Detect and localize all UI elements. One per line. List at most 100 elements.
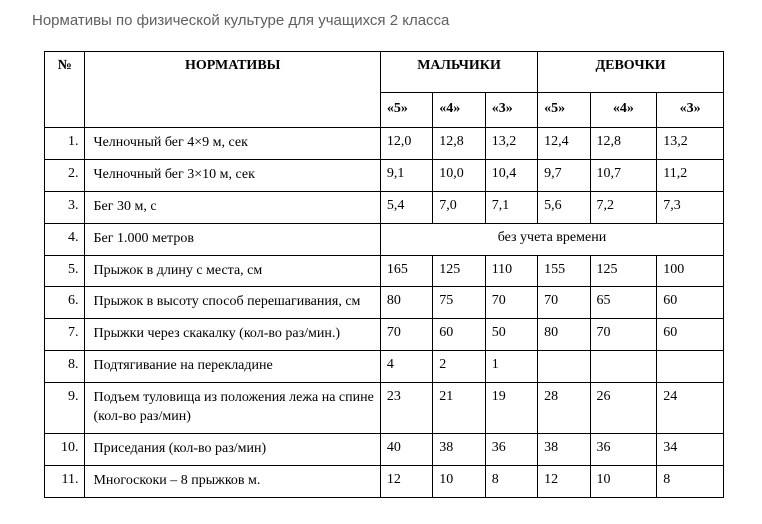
row-number: 6. (45, 287, 85, 319)
header-boys: МАЛЬЧИКИ (380, 52, 537, 93)
header-girls-5: «5» (538, 93, 590, 128)
cell-b5: 4 (380, 351, 432, 383)
cell-b4: 60 (433, 319, 485, 351)
row-number: 7. (45, 319, 85, 351)
cell-g4: 70 (590, 319, 657, 351)
cell-b5: 70 (380, 319, 432, 351)
row-name: Подъем туловища из положения лежа на спи… (85, 383, 380, 434)
table-row: 11.Многоскоки – 8 прыжков м.1210812108 (45, 465, 724, 497)
cell-g3: 8 (657, 465, 724, 497)
table-row: 7.Прыжки через скакалку (кол-во раз/мин.… (45, 319, 724, 351)
header-girls: ДЕВОЧКИ (538, 52, 724, 93)
standards-table: № НОРМАТИВЫ МАЛЬЧИКИ ДЕВОЧКИ «5» «4» «3»… (44, 51, 724, 498)
row-number: 4. (45, 223, 85, 255)
row-name: Прыжок в высоту способ перешагивания, см (85, 287, 380, 319)
cell-g3: 11,2 (657, 159, 724, 191)
cell-g3: 7,3 (657, 191, 724, 223)
cell-g3: 24 (657, 383, 724, 434)
cell-b4: 10 (433, 465, 485, 497)
header-boys-4: «4» (433, 93, 485, 128)
cell-g5: 28 (538, 383, 590, 434)
header-girls-3: «3» (657, 93, 724, 128)
row-name: Многоскоки – 8 прыжков м. (85, 465, 380, 497)
cell-b3: 70 (485, 287, 537, 319)
cell-b5: 40 (380, 433, 432, 465)
cell-g4: 10,7 (590, 159, 657, 191)
table-row: 4.Бег 1.000 метровбез учета времени (45, 223, 724, 255)
row-number: 3. (45, 191, 85, 223)
table-row: 8.Подтягивание на перекладине421 (45, 351, 724, 383)
row-name: Прыжок в длину с места, см (85, 255, 380, 287)
cell-b4: 21 (433, 383, 485, 434)
row-number: 9. (45, 383, 85, 434)
cell-g5: 38 (538, 433, 590, 465)
page-title: Нормативы по физической культуре для уча… (32, 12, 732, 29)
header-boys-3: «3» (485, 93, 537, 128)
cell-b3: 13,2 (485, 128, 537, 160)
row-name: Прыжки через скакалку (кол-во раз/мин.) (85, 319, 380, 351)
cell-g3: 13,2 (657, 128, 724, 160)
cell-g3 (657, 351, 724, 383)
row-span-note: без учета времени (380, 223, 723, 255)
cell-g4: 125 (590, 255, 657, 287)
table-row: 3.Бег 30 м, с5,47,07,15,67,27,3 (45, 191, 724, 223)
cell-b4: 7,0 (433, 191, 485, 223)
cell-g5 (538, 351, 590, 383)
table-row: 2.Челночный бег 3×10 м, сек9,110,010,49,… (45, 159, 724, 191)
cell-g5: 9,7 (538, 159, 590, 191)
header-girls-4: «4» (590, 93, 657, 128)
cell-g4: 10 (590, 465, 657, 497)
cell-g3: 60 (657, 287, 724, 319)
cell-b4: 38 (433, 433, 485, 465)
cell-g4: 7,2 (590, 191, 657, 223)
cell-g5: 70 (538, 287, 590, 319)
cell-b4: 125 (433, 255, 485, 287)
cell-b5: 9,1 (380, 159, 432, 191)
cell-b3: 19 (485, 383, 537, 434)
table-row: 6.Прыжок в высоту способ перешагивания, … (45, 287, 724, 319)
header-boys-5: «5» (380, 93, 432, 128)
cell-b4: 75 (433, 287, 485, 319)
row-name: Челночный бег 3×10 м, сек (85, 159, 380, 191)
cell-g4: 12,8 (590, 128, 657, 160)
cell-b3: 8 (485, 465, 537, 497)
cell-b5: 12,0 (380, 128, 432, 160)
table-header-row-1: № НОРМАТИВЫ МАЛЬЧИКИ ДЕВОЧКИ (45, 52, 724, 93)
table-body: 1.Челночный бег 4×9 м, сек12,012,813,212… (45, 128, 724, 498)
cell-b4: 2 (433, 351, 485, 383)
table-row: 9.Подъем туловища из положения лежа на с… (45, 383, 724, 434)
cell-b4: 12,8 (433, 128, 485, 160)
cell-b3: 10,4 (485, 159, 537, 191)
row-number: 2. (45, 159, 85, 191)
cell-b3: 110 (485, 255, 537, 287)
cell-b4: 10,0 (433, 159, 485, 191)
row-name: Приседания (кол-во раз/мин) (85, 433, 380, 465)
cell-g5: 12 (538, 465, 590, 497)
cell-g4 (590, 351, 657, 383)
row-number: 8. (45, 351, 85, 383)
cell-b3: 36 (485, 433, 537, 465)
cell-g5: 5,6 (538, 191, 590, 223)
cell-g5: 80 (538, 319, 590, 351)
cell-g4: 26 (590, 383, 657, 434)
row-name: Бег 30 м, с (85, 191, 380, 223)
row-name: Подтягивание на перекладине (85, 351, 380, 383)
cell-b5: 12 (380, 465, 432, 497)
row-name: Челночный бег 4×9 м, сек (85, 128, 380, 160)
table-row: 5.Прыжок в длину с места, см165125110155… (45, 255, 724, 287)
cell-g5: 155 (538, 255, 590, 287)
row-number: 5. (45, 255, 85, 287)
cell-b5: 165 (380, 255, 432, 287)
cell-b5: 23 (380, 383, 432, 434)
cell-b5: 5,4 (380, 191, 432, 223)
cell-g3: 60 (657, 319, 724, 351)
cell-g3: 100 (657, 255, 724, 287)
header-num: № (45, 52, 85, 128)
row-name: Бег 1.000 метров (85, 223, 380, 255)
cell-b3: 1 (485, 351, 537, 383)
table-row: 1.Челночный бег 4×9 м, сек12,012,813,212… (45, 128, 724, 160)
table-row: 10.Приседания (кол-во раз/мин)4038363836… (45, 433, 724, 465)
cell-g4: 65 (590, 287, 657, 319)
cell-b3: 7,1 (485, 191, 537, 223)
cell-b3: 50 (485, 319, 537, 351)
